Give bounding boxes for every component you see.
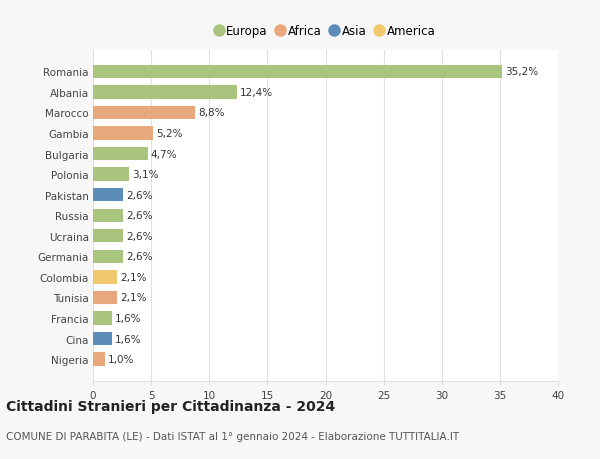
- Text: 35,2%: 35,2%: [505, 67, 538, 77]
- Bar: [93, 271, 118, 284]
- Bar: [93, 168, 129, 181]
- Bar: [93, 209, 123, 223]
- Text: Cittadini Stranieri per Cittadinanza - 2024: Cittadini Stranieri per Cittadinanza - 2…: [6, 399, 335, 413]
- Text: 2,6%: 2,6%: [126, 231, 152, 241]
- Text: 5,2%: 5,2%: [157, 129, 183, 139]
- Bar: [93, 86, 237, 99]
- Text: 1,6%: 1,6%: [115, 313, 141, 323]
- Bar: [93, 106, 196, 120]
- Legend: Europa, Africa, Asia, America: Europa, Africa, Asia, America: [211, 20, 440, 42]
- Bar: [93, 312, 112, 325]
- Text: 1,0%: 1,0%: [107, 354, 134, 364]
- Text: 2,6%: 2,6%: [126, 211, 152, 221]
- Bar: [93, 127, 154, 140]
- Text: COMUNE DI PARABITA (LE) - Dati ISTAT al 1° gennaio 2024 - Elaborazione TUTTITALI: COMUNE DI PARABITA (LE) - Dati ISTAT al …: [6, 431, 459, 442]
- Text: 3,1%: 3,1%: [132, 170, 158, 180]
- Text: 4,7%: 4,7%: [151, 149, 177, 159]
- Bar: [93, 230, 123, 243]
- Bar: [93, 189, 123, 202]
- Bar: [93, 353, 104, 366]
- Bar: [93, 66, 502, 79]
- Bar: [93, 332, 112, 346]
- Text: 2,6%: 2,6%: [126, 252, 152, 262]
- Text: 8,8%: 8,8%: [198, 108, 225, 118]
- Bar: [93, 250, 123, 263]
- Text: 1,6%: 1,6%: [115, 334, 141, 344]
- Text: 12,4%: 12,4%: [240, 88, 273, 98]
- Text: 2,6%: 2,6%: [126, 190, 152, 200]
- Text: 2,1%: 2,1%: [121, 293, 147, 303]
- Bar: [93, 291, 118, 304]
- Bar: [93, 147, 148, 161]
- Text: 2,1%: 2,1%: [121, 272, 147, 282]
